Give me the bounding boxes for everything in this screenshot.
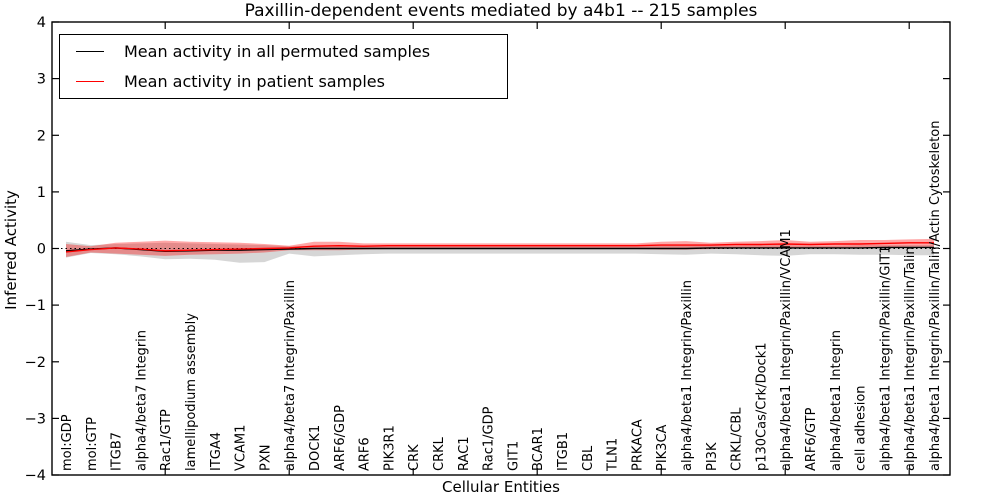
x-category-label: p130Cas/Crk/Dock1 bbox=[754, 342, 769, 471]
y-tick-label: 2 bbox=[37, 128, 46, 144]
x-category-label: PXN bbox=[258, 445, 273, 471]
legend-entry-patient: Mean activity in patient samples bbox=[76, 68, 507, 96]
y-tick-label: −4 bbox=[25, 468, 46, 484]
x-category-label: VCAM1 bbox=[234, 425, 249, 471]
x-category-label: PI3K bbox=[705, 442, 720, 471]
x-category-label: cell adhesion bbox=[854, 385, 869, 471]
y-tick-label: −3 bbox=[25, 411, 46, 427]
x-category-label: CRKL/CBL bbox=[730, 407, 745, 471]
x-category-label: TLN1 bbox=[606, 438, 621, 472]
x-category-label: CRK bbox=[407, 444, 422, 471]
x-axis-label: Cellular Entities bbox=[442, 478, 560, 496]
x-category-label: ITGB7 bbox=[110, 432, 125, 471]
x-category-label: alpha4/beta1 Integrin/Paxillin/Talin/Act… bbox=[928, 121, 943, 471]
y-tick-label: 4 bbox=[37, 15, 46, 31]
x-category-label: alpha4/beta1 Integrin/Paxillin/Talin bbox=[903, 246, 918, 471]
series-line-1 bbox=[65, 242, 934, 253]
x-category-label: lamellipodium assembly bbox=[184, 313, 199, 471]
x-category-label: alpha4/beta1 Integrin/Paxillin/GIT1 bbox=[878, 245, 893, 471]
x-category-label: mol:GDP bbox=[60, 414, 75, 471]
y-axis-label: Inferred Activity bbox=[2, 190, 20, 310]
x-category-label: alpha4/beta1 Integrin/Paxillin/VCAM1 bbox=[779, 229, 794, 471]
x-category-label: alpha4/beta7 Integrin/Paxillin bbox=[283, 280, 298, 471]
x-category-label: DOCK1 bbox=[308, 425, 323, 471]
x-category-label: ARF6/GDP bbox=[333, 405, 348, 471]
y-tick-label: 3 bbox=[37, 72, 46, 88]
x-category-label: PIK3CA bbox=[655, 424, 670, 471]
x-category-label: Rac1/GTP bbox=[159, 409, 174, 471]
x-category-label: alpha4/beta1 Integrin bbox=[829, 330, 844, 471]
permuted-samples-range-band bbox=[66, 241, 934, 263]
x-category-label: PRKACA bbox=[630, 419, 645, 471]
x-category-label: GIT1 bbox=[506, 441, 521, 471]
x-category-label: ARF6 bbox=[358, 437, 373, 471]
x-category-label: PIK3R1 bbox=[382, 425, 397, 471]
x-category-label: mol:GTP bbox=[85, 417, 100, 471]
x-category-label: ITGA4 bbox=[209, 432, 224, 471]
x-category-label: BCAR1 bbox=[531, 427, 546, 471]
permuted-line-swatch bbox=[76, 50, 104, 52]
x-category-label: Rac1/GDP bbox=[482, 406, 497, 471]
y-tick-label: 1 bbox=[37, 185, 46, 201]
legend-entry-permuted: Mean activity in all permuted samples bbox=[76, 37, 507, 65]
x-category-label: ARF6/GTP bbox=[804, 407, 819, 471]
x-category-label: alpha4/beta7 Integrin bbox=[134, 330, 149, 471]
patient-line-swatch bbox=[76, 81, 104, 83]
y-tick-label: −1 bbox=[25, 298, 46, 314]
x-category-label: RAC1 bbox=[457, 436, 472, 471]
x-category-label: alpha4/beta1 Integrin/Paxillin bbox=[680, 280, 695, 471]
x-category-label: CRKL bbox=[432, 436, 447, 471]
legend-label-patient: Mean activity in patient samples bbox=[124, 72, 385, 92]
y-tick-label: 0 bbox=[37, 242, 46, 258]
x-category-label: ITGB1 bbox=[556, 432, 571, 471]
legend-label-permuted: Mean activity in all permuted samples bbox=[124, 41, 431, 61]
x-category-label: CBL bbox=[581, 445, 596, 471]
y-tick-label: −2 bbox=[25, 355, 46, 371]
legend: Mean activity in all permuted samples Me… bbox=[59, 34, 508, 99]
chart-title: Paxillin-dependent events mediated by a4… bbox=[244, 1, 758, 21]
